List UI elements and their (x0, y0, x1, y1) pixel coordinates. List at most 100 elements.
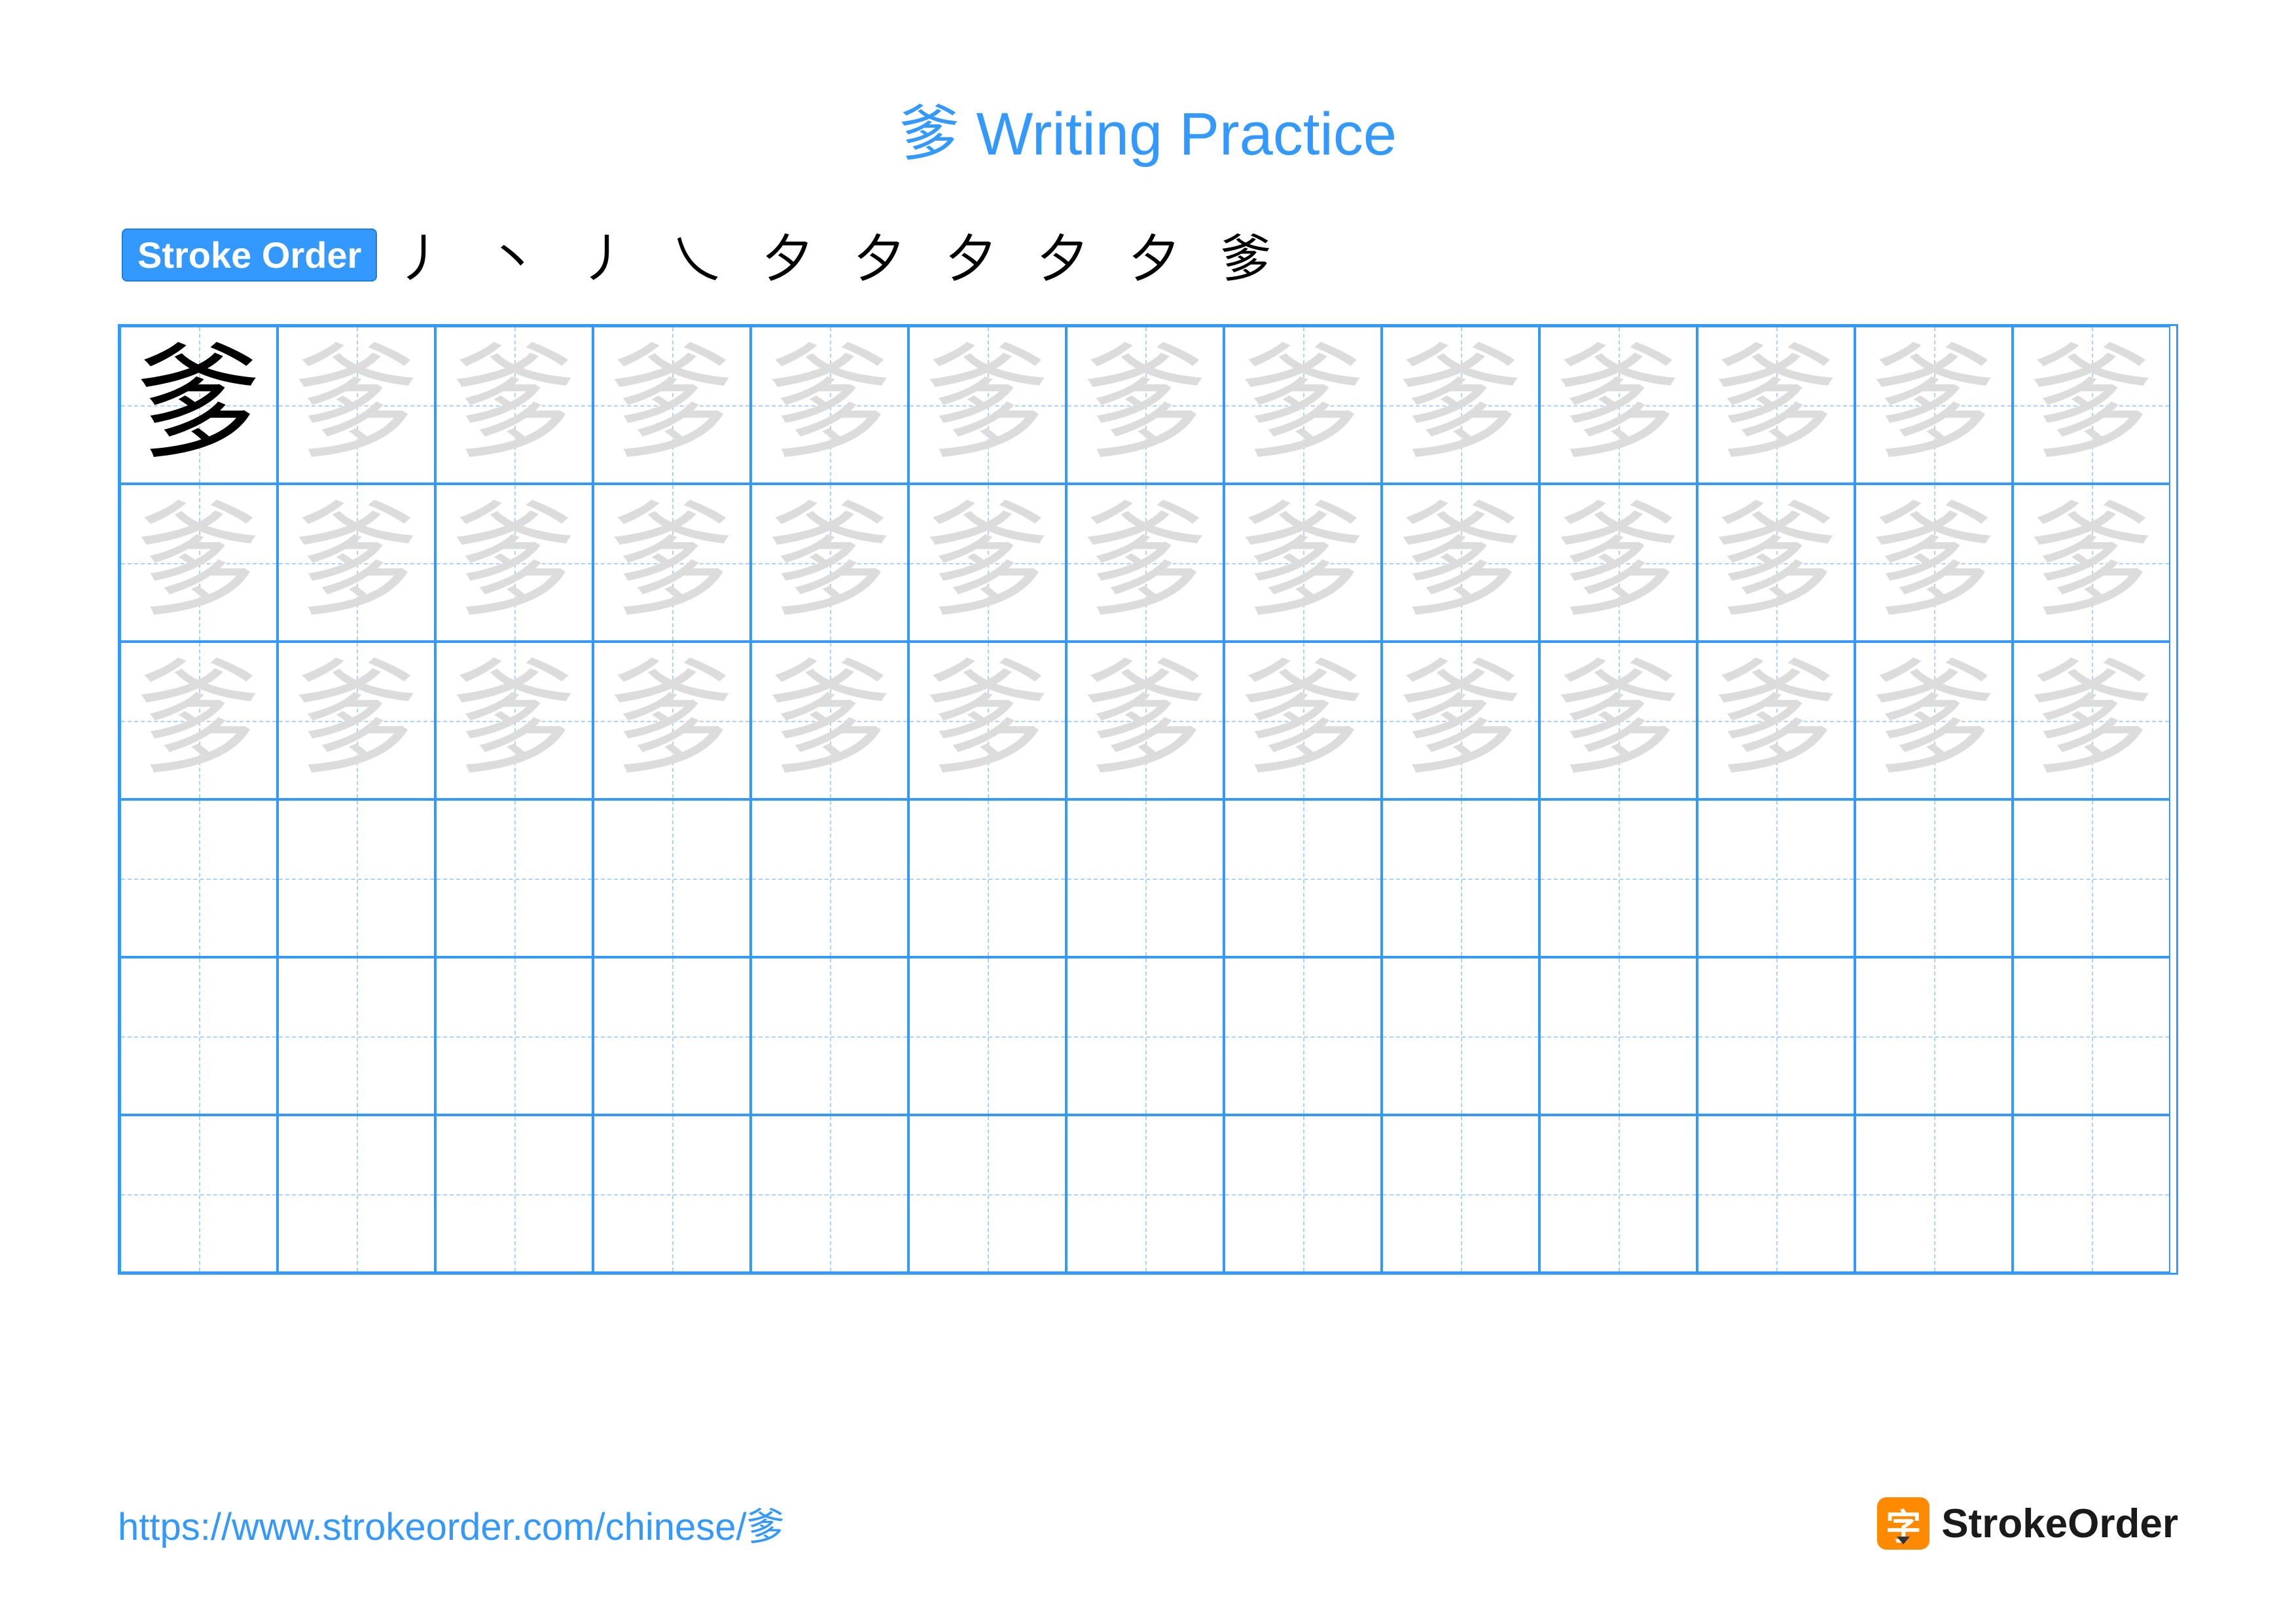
trace-character: 爹 (1713, 659, 1838, 783)
logo-icon: 字 (1877, 1497, 1929, 1550)
grid-cell (1224, 799, 1382, 957)
grid-cell (751, 799, 908, 957)
grid-cell: 爹 (1382, 642, 1539, 799)
trace-character: 爹 (1240, 659, 1365, 783)
grid-cell: 爹 (1066, 326, 1224, 484)
trace-character: 爹 (452, 659, 576, 783)
trace-character: 爹 (1713, 501, 1838, 625)
grid-row: 爹爹爹爹爹爹爹爹爹爹爹爹爹 (120, 642, 2176, 799)
grid-cell (2013, 1115, 2170, 1273)
stroke-step: 乀 (670, 218, 721, 291)
grid-cell (1224, 957, 1382, 1115)
grid-cell (120, 1115, 278, 1273)
grid-cell: 爹 (278, 642, 435, 799)
grid-cell: 爹 (120, 484, 278, 642)
grid-cell (908, 957, 1066, 1115)
logo-text: StrokeOrder (1941, 1501, 2178, 1547)
stroke-order-badge: Stroke Order (122, 228, 377, 282)
trace-character: 爹 (452, 501, 576, 625)
footer: https://www.strokeorder.com/chinese/爹 字 … (118, 1496, 2178, 1551)
grid-cell: 爹 (1066, 484, 1224, 642)
grid-cell (120, 957, 278, 1115)
grid-cell (278, 799, 435, 957)
grid-row (120, 1115, 2176, 1273)
trace-character: 爹 (1556, 343, 1680, 467)
stroke-order-row: Stroke Order 丿丶丿乀夕夕夕夕夕爹 (118, 218, 2178, 291)
grid-cell: 爹 (751, 484, 908, 642)
trace-character: 爹 (1871, 659, 1996, 783)
grid-cell: 爹 (1855, 642, 2013, 799)
trace-character: 爹 (1398, 501, 1522, 625)
trace-character: 爹 (294, 343, 418, 467)
trace-character: 爹 (1083, 659, 1207, 783)
grid-cell: 爹 (2013, 642, 2170, 799)
trace-character: 爹 (767, 501, 891, 625)
grid-cell: 爹 (908, 484, 1066, 642)
trace-character: 爹 (1083, 501, 1207, 625)
stroke-step: 夕 (1128, 218, 1179, 291)
trace-character: 爹 (1871, 501, 1996, 625)
grid-cell (1382, 799, 1539, 957)
stroke-step: 夕 (1037, 218, 1088, 291)
trace-character: 爹 (609, 501, 734, 625)
stroke-step: 夕 (853, 218, 905, 291)
grid-cell (1539, 1115, 1697, 1273)
grid-cell (593, 957, 751, 1115)
grid-cell (278, 1115, 435, 1273)
grid-cell (1382, 957, 1539, 1115)
grid-cell: 爹 (278, 484, 435, 642)
grid-cell (908, 1115, 1066, 1273)
grid-cell: 爹 (1224, 484, 1382, 642)
trace-character: 爹 (1556, 659, 1680, 783)
stroke-step: 丶 (487, 218, 538, 291)
trace-character: 爹 (2029, 343, 2153, 467)
grid-cell: 爹 (1066, 642, 1224, 799)
grid-cell (908, 799, 1066, 957)
stroke-step: 丿 (395, 218, 446, 291)
trace-character: 爹 (2029, 659, 2153, 783)
trace-character: 爹 (609, 659, 734, 783)
grid-cell: 爹 (2013, 326, 2170, 484)
grid-cell: 爹 (751, 642, 908, 799)
grid-cell (1697, 799, 1855, 957)
grid-cell (1224, 1115, 1382, 1273)
grid-cell (593, 1115, 751, 1273)
grid-cell (1066, 957, 1224, 1115)
grid-cell (2013, 799, 2170, 957)
trace-character: 爹 (1240, 501, 1365, 625)
grid-cell (278, 957, 435, 1115)
grid-cell: 爹 (278, 326, 435, 484)
trace-character: 爹 (136, 659, 260, 783)
grid-cell: 爹 (1697, 326, 1855, 484)
grid-cell (435, 957, 593, 1115)
grid-cell (1539, 957, 1697, 1115)
grid-cell: 爹 (2013, 484, 2170, 642)
stroke-step: 爹 (1220, 218, 1271, 291)
trace-character: 爹 (609, 343, 734, 467)
trace-character: 爹 (1556, 501, 1680, 625)
trace-character: 爹 (767, 343, 891, 467)
trace-character: 爹 (925, 343, 1049, 467)
footer-url: https://www.strokeorder.com/chinese/爹 (118, 1496, 785, 1551)
grid-row: 爹爹爹爹爹爹爹爹爹爹爹爹爹 (120, 484, 2176, 642)
grid-cell: 爹 (1224, 642, 1382, 799)
title-suffix: Writing Practice (960, 101, 1397, 168)
grid-cell (751, 1115, 908, 1273)
trace-character: 爹 (136, 501, 260, 625)
grid-cell (1697, 1115, 1855, 1273)
grid-cell (1855, 957, 2013, 1115)
trace-character: 爹 (2029, 501, 2153, 625)
stroke-steps: 丿丶丿乀夕夕夕夕夕爹 (395, 218, 1271, 291)
grid-cell (435, 1115, 593, 1273)
grid-cell (1697, 957, 1855, 1115)
grid-cell: 爹 (120, 326, 278, 484)
grid-cell: 爹 (120, 642, 278, 799)
stroke-step: 丿 (579, 218, 630, 291)
grid-cell (1066, 1115, 1224, 1273)
trace-character: 爹 (294, 501, 418, 625)
trace-character: 爹 (925, 659, 1049, 783)
practice-grid: 爹爹爹爹爹爹爹爹爹爹爹爹爹爹爹爹爹爹爹爹爹爹爹爹爹爹爹爹爹爹爹爹爹爹爹爹爹爹爹 (118, 324, 2178, 1275)
grid-cell: 爹 (751, 326, 908, 484)
grid-cell (593, 799, 751, 957)
grid-row (120, 799, 2176, 957)
